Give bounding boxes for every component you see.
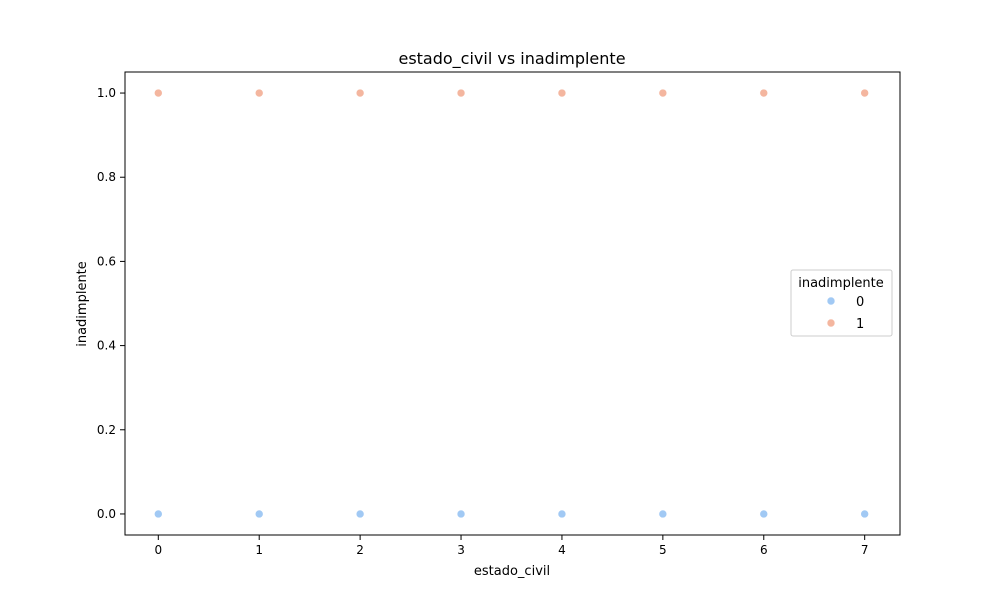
- legend: inadimplente 0 1: [790, 269, 893, 337]
- legend-title: inadimplente: [798, 276, 884, 291]
- plot-frame: [124, 71, 901, 536]
- legend-box: [790, 269, 893, 337]
- data-point: [557, 88, 567, 98]
- data-point: [658, 509, 668, 519]
- y-tick-label: 0.8: [97, 170, 116, 184]
- data-point: [658, 88, 668, 98]
- data-point: [254, 509, 264, 519]
- y-tick-label: 0.2: [97, 423, 116, 437]
- y-tick-label: 0.6: [97, 254, 116, 268]
- data-point: [860, 88, 869, 98]
- chart-title: estado_civil vs inadimplente: [398, 49, 625, 69]
- data-point: [355, 509, 365, 519]
- x-axis-label: estado_civil: [474, 564, 550, 579]
- data-point: [355, 88, 365, 98]
- data-point: [254, 88, 264, 98]
- legend-marker: [826, 296, 836, 306]
- data-point: [860, 509, 869, 519]
- x-tick-label: 3: [457, 543, 465, 557]
- data-point: [557, 509, 567, 519]
- x-tick-label: 6: [760, 543, 768, 557]
- data-point: [456, 509, 466, 519]
- data-point: [456, 88, 466, 98]
- data-point: [759, 88, 769, 98]
- x-tick-label: 0: [154, 543, 162, 557]
- x-tick-label: 5: [659, 543, 667, 557]
- y-axis-ticks: 0.0 0.2 0.4 0.6 0.8 1.0: [97, 86, 125, 521]
- data-point: [154, 88, 163, 98]
- y-axis-label: inadimplente: [75, 261, 90, 347]
- data-point: [759, 509, 769, 519]
- x-tick-label: 1: [255, 543, 263, 557]
- y-tick-label: 1.0: [97, 86, 116, 100]
- x-axis-ticks: 0 1 2 3 4 5 6 7: [154, 535, 869, 557]
- legend-label: 0: [856, 295, 864, 310]
- plot-area: [124, 71, 901, 536]
- x-tick-label: 2: [356, 543, 364, 557]
- x-tick-label: 7: [861, 543, 869, 557]
- data-point: [154, 509, 163, 519]
- legend-label: 1: [856, 317, 864, 332]
- legend-marker: [826, 318, 836, 328]
- data-points: [154, 88, 869, 519]
- x-tick-label: 4: [558, 543, 566, 557]
- y-tick-label: 0.4: [97, 339, 116, 353]
- y-tick-label: 0.0: [97, 507, 116, 521]
